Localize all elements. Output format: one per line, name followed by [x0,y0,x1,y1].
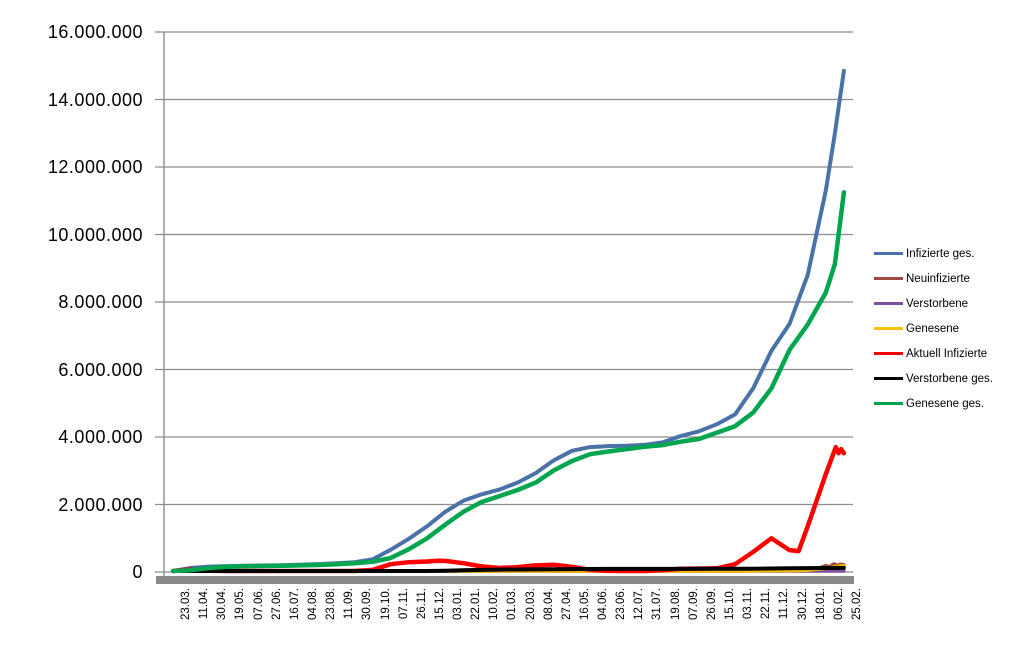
x-axis-label: 16.05. [578,588,591,620]
x-axis-label: 18.01. [814,588,827,620]
legend-swatch-infizierte-ges [874,252,903,255]
x-axis-label: 07.06. [252,588,265,620]
x-axis-label: 15.12. [433,588,446,620]
x-axis-label: 01.03. [506,588,519,620]
y-axis-label: 10.000.000 [47,224,143,245]
x-axis-label: 11.04. [198,588,211,620]
x-axis-label: 22.01. [470,588,483,620]
y-axis-label: 14.000.000 [47,89,143,110]
x-axis-label: 12.07. [633,588,646,620]
legend-item-verstorbene-ges: Verstorbene ges. [874,366,993,391]
legend-label: Genesene [906,322,960,335]
x-axis-label: 30.12. [796,588,809,620]
legend-swatch-verstorbene-ges [874,377,903,380]
x-axis-label: 03.11. [742,588,755,620]
x-axis-label: 19.08. [669,588,682,620]
y-axis-label: 12.000.000 [47,157,143,177]
y-axis-label: 0 [132,562,143,582]
x-axis-label: 19.10. [379,588,392,620]
x-axis-label: 26.09. [705,588,718,620]
x-axis-label: 27.06. [270,588,283,620]
x-axis-label: 23.03. [180,588,193,620]
legend-label: Genesene ges. [906,397,985,410]
y-axis-label: 16.000.000 [47,22,143,42]
series-line-infizierte-ges [171,68,846,573]
legend-item-verstorbene: Verstorbene [874,291,993,316]
legend-item-infizierte-ges: Infizierte ges. [874,241,993,266]
x-axis-label: 23.08. [325,588,338,620]
series-line-aktuell-infizierte [170,444,847,574]
x-axis-label: 22.11. [760,588,773,620]
legend: Infizierte ges. Neuinfizierte Verstorbene G… [874,241,993,416]
x-axis-label: 10.02. [488,588,501,620]
legend-swatch-genesene [874,327,903,330]
x-axis-label: 30.04. [216,588,229,620]
y-axis-label: 4.000.000 [58,427,143,447]
x-axis-label: 11.12. [778,588,791,620]
x-axis-label: 11.09. [343,588,356,620]
legend-label: Verstorbene [906,297,969,310]
y-axis-label: 8.000.000 [58,292,143,312]
legend-item-genesene-ges: Genesene ges. [874,391,993,416]
x-axis-label: 15.10. [724,588,736,620]
x-axis-label: 03.01. [452,588,465,620]
legend-label: Neuinfizierte [906,272,970,285]
x-axis-label: 04.08. [306,588,319,620]
y-axis-label: 2.000.000 [58,494,143,515]
x-axis-label: 07.09. [687,588,700,620]
x-axis-label: 07.11. [397,588,410,620]
x-axis-label: 25.02. [850,588,863,620]
x-axis-label: 27.04. [560,588,573,620]
y-axis-label: 6.000.000 [58,359,143,380]
legend-swatch-neuinfizierte [874,277,903,280]
series-line-genesene-ges [170,190,847,574]
x-axis-label: 16.07. [288,588,301,620]
legend-label: Aktuell Infizierte [906,347,988,360]
x-axis-label: 19.05. [234,588,247,620]
x-axis-label: 06.02. [832,588,845,620]
x-axis-label: 30.09. [361,588,374,620]
x-axis-label: 08.04. [542,588,555,620]
x-axis-label: 26.11. [415,588,428,620]
legend-swatch-aktuell-infizierte [874,352,903,355]
x-axis-label: 31.07. [651,588,664,620]
legend-item-neuinfizierte: Neuinfizierte [874,266,993,291]
legend-swatch-genesene-ges [874,402,903,405]
legend-label: Verstorbene ges. [906,372,993,385]
legend-item-aktuell-infizierte: Aktuell Infizierte [874,341,993,366]
legend-label: Infizierte ges. [906,247,975,260]
x-axis-label: 20.03. [524,588,537,620]
legend-item-genesene: Genesene [874,316,993,341]
series-line-verstorbene-ges [171,565,846,573]
legend-swatch-verstorbene [874,302,903,305]
x-axis-label: 04.06. [597,588,610,620]
x-axis-label: 23.06. [615,588,628,620]
x-axis-band [156,576,854,584]
